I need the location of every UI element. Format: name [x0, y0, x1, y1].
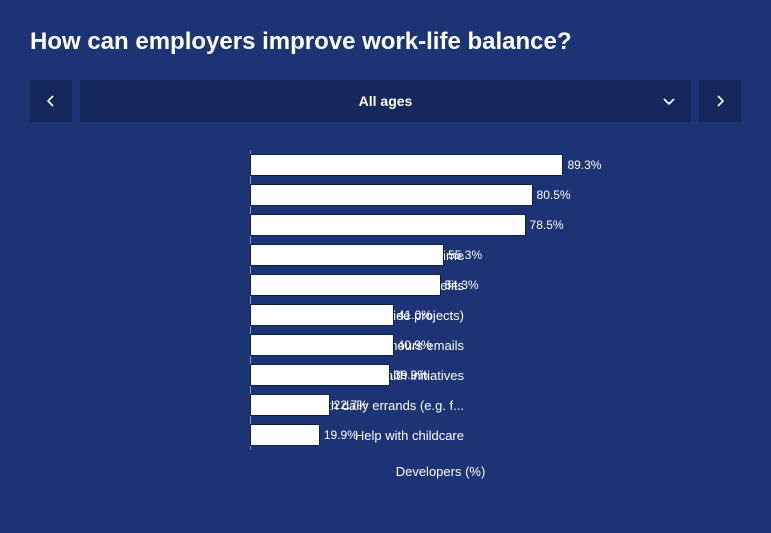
chevron-right-icon [716, 95, 724, 107]
bar-track: 89.3% [250, 150, 601, 180]
bar-track: 39.9% [250, 360, 601, 390]
next-button[interactable] [699, 80, 741, 122]
bar-row: No after-hours emails40.9% [250, 330, 601, 360]
chart-title: How can employers improve work-life bala… [30, 28, 741, 56]
bar-chart: Flexible work hours89.3%Remote working80… [30, 150, 741, 450]
bar-row: Flexible work hours89.3% [250, 150, 601, 180]
bar-track: 54.3% [250, 270, 601, 300]
bar-track: 78.5% [250, 210, 601, 240]
bar-track: 40.9% [250, 330, 601, 360]
bar [250, 424, 320, 446]
dropdown-label: All ages [359, 93, 413, 109]
bar-row: Focus on outcomes, not hours78.5% [250, 210, 601, 240]
bar-row: Foster creativity (side projects)41.0% [250, 300, 601, 330]
prev-button[interactable] [30, 80, 72, 122]
chart-panel: How can employers improve work-life bala… [0, 0, 771, 533]
bar-track: 80.5% [250, 180, 601, 210]
value-label: 80.5% [537, 188, 571, 202]
value-label: 89.3% [567, 158, 601, 172]
x-axis-label: Developers (%) [140, 464, 741, 479]
bar [250, 244, 444, 266]
value-label: 54.3% [445, 278, 479, 292]
bar [250, 214, 526, 236]
bar-row: Help with daily errands (e.g. f...22.7% [250, 390, 601, 420]
bar [250, 364, 390, 386]
bar [250, 304, 394, 326]
bar [250, 184, 533, 206]
bar [250, 274, 441, 296]
value-label: 39.9% [394, 368, 428, 382]
age-filter-dropdown[interactable]: All ages [80, 80, 691, 122]
value-label: 19.9% [324, 428, 358, 442]
chevron-left-icon [47, 95, 55, 107]
bar-track: 41.0% [250, 300, 601, 330]
value-label: 55.3% [448, 248, 482, 262]
chevron-down-icon [663, 93, 675, 109]
value-label: 22.7% [334, 398, 368, 412]
value-label: 40.9% [398, 338, 432, 352]
bar-row: Encouraged vacation time55.3% [250, 240, 601, 270]
value-label: 41.0% [398, 308, 432, 322]
bar-track: 22.7% [250, 390, 601, 420]
bar-track: 55.3% [250, 240, 601, 270]
bar [250, 394, 330, 416]
bar-row: Help with childcare19.9% [250, 420, 601, 450]
value-label: 78.5% [530, 218, 564, 232]
filter-controls: All ages [30, 80, 741, 122]
bar-row: PTO benefits54.3% [250, 270, 601, 300]
bar-row: Health initiatives39.9% [250, 360, 601, 390]
bar [250, 334, 394, 356]
bar-track: 19.9% [250, 420, 601, 450]
bar [250, 154, 563, 176]
bar-row: Remote working80.5% [250, 180, 601, 210]
